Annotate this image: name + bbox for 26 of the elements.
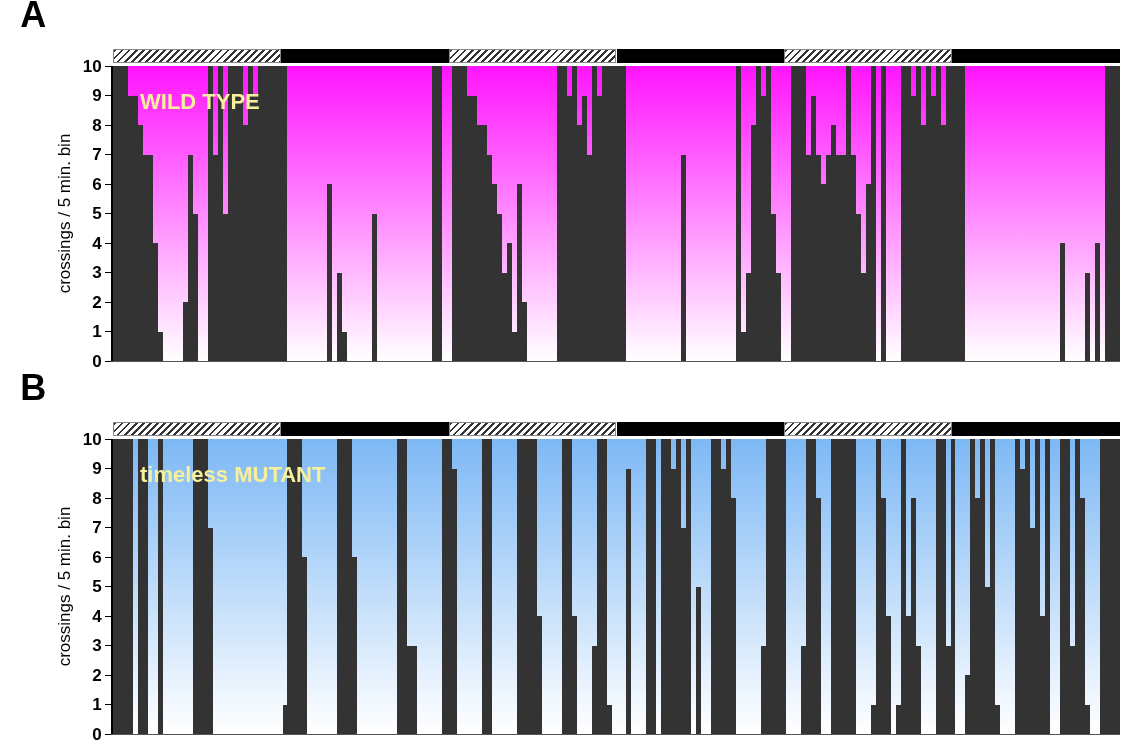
y-tick-label: 1 xyxy=(92,322,102,342)
y-tick-label: 2 xyxy=(92,665,102,685)
y-tick-label: 1 xyxy=(92,694,102,714)
y-tick-label: 7 xyxy=(92,145,102,165)
chart-title: B xyxy=(20,366,47,408)
y-tick-label: 5 xyxy=(92,576,102,596)
y-tick-label: 0 xyxy=(92,724,102,744)
y-tick-label: 3 xyxy=(92,263,102,283)
y-tick-label: 6 xyxy=(92,547,102,567)
y-tick-label: 4 xyxy=(92,606,103,626)
y-tick-label: 3 xyxy=(92,635,102,655)
y-axis-title: crossings / 5 min. bin xyxy=(54,506,74,666)
y-tick-label: 9 xyxy=(92,458,102,478)
y-tick-label: 8 xyxy=(92,488,102,508)
chart-title: A xyxy=(20,0,47,36)
y-tick-label: 6 xyxy=(92,174,102,194)
y-tick-label: 5 xyxy=(92,204,102,224)
y-tick-label: 8 xyxy=(92,115,102,135)
y-tick-label: 7 xyxy=(92,517,102,537)
y-axis-title: crossings / 5 min. bin xyxy=(54,133,74,294)
y-tick-label: 9 xyxy=(92,86,102,106)
y-tick-label: 4 xyxy=(92,233,103,253)
y-tick-label: 10 xyxy=(82,429,102,449)
y-tick-label: 2 xyxy=(92,292,102,312)
y-tick-label: 0 xyxy=(92,351,102,371)
y-tick-label: 10 xyxy=(82,56,102,76)
